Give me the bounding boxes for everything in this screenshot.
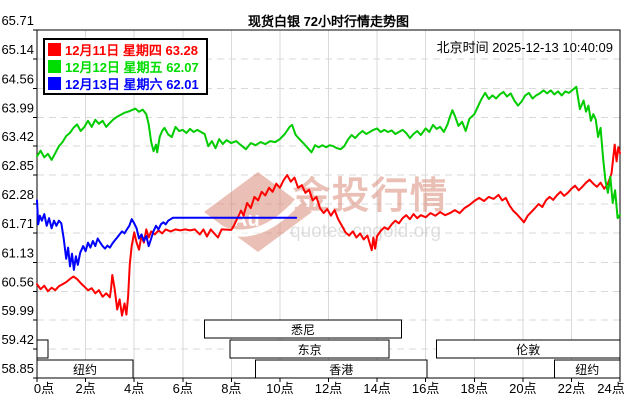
session-label: 悉尼 [291,323,315,337]
legend-swatch-blue [48,77,61,90]
session-label: 伦敦 [516,342,540,357]
session-box [36,339,49,359]
session-label: 纽约 [73,362,97,377]
legend-swatch-green [48,60,61,73]
price-line-blue [36,199,298,271]
watermark-url-text: quotes.cngold.org [290,221,441,242]
legend-label: 12月13日 星期六 62.01 [65,77,199,92]
legend-box: 12月11日 星期四 63.28 12月12日 星期五 62.07 12月13日… [43,38,208,95]
y-axis-label: 60.56 [1,274,34,289]
y-axis-label: 63.99 [1,100,34,115]
legend-swatch-red [48,43,61,56]
x-axis-label: 4点 [124,381,144,396]
x-axis-label: 8点 [221,381,241,396]
session-box [204,319,402,339]
beijing-time-prefix: 北京时间 [436,40,489,55]
y-axis-label: 61.71 [1,216,34,231]
watermark-logo-swoosh [208,191,307,237]
x-axis-label: 20点 [509,381,536,396]
y-axis-label: 62.85 [1,158,34,173]
legend-row: 12月11日 星期四 63.28 [48,42,206,58]
y-axis-label: 61.13 [1,245,34,260]
x-axis-label: 2点 [75,381,95,396]
y-axis-label: 59.42 [1,332,34,347]
y-axis-label: 64.56 [1,71,34,86]
session-label: 纽约 [575,362,599,377]
y-axis-label: 65.14 [1,42,34,57]
legend-row: 12月13日 星期六 62.01 [48,76,206,92]
x-axis-label: 0点 [34,381,54,396]
session-label: 东京 [298,343,322,357]
x-axis-label: 14点 [363,381,390,396]
x-axis-label: 22点 [558,381,585,396]
x-axis-label: 24点 [597,381,624,396]
page-title: 现货白银 72小时行情走势图 [247,14,410,29]
legend-label: 12月12日 星期五 62.07 [65,60,199,75]
y-axis-label: 59.99 [1,303,34,318]
legend-label: 12月11日 星期四 63.28 [65,43,199,58]
session-box [229,339,390,359]
watermark-brand-text: 金投行情 [293,174,449,216]
price-line-red [36,143,621,317]
beijing-time: 北京时间 2025-12-13 10:40:09 [437,37,613,56]
price-line-green [36,85,621,220]
x-axis-label: 18点 [461,381,488,396]
y-axis-label: 63.42 [1,129,34,144]
x-axis-label: 6点 [173,381,193,396]
beijing-time-value: 2025-12-13 10:40:09 [492,40,613,55]
x-axis-label: 16点 [412,381,439,396]
x-axis-label: 12点 [315,381,342,396]
y-axis-label: 65.71 [1,13,34,28]
session-label: 香港 [329,363,353,377]
legend-row: 12月12日 星期五 62.07 [48,59,206,75]
x-axis-label: 10点 [266,381,293,396]
y-axis-label: 58.85 [1,361,34,376]
y-axis-label: 62.28 [1,187,34,202]
